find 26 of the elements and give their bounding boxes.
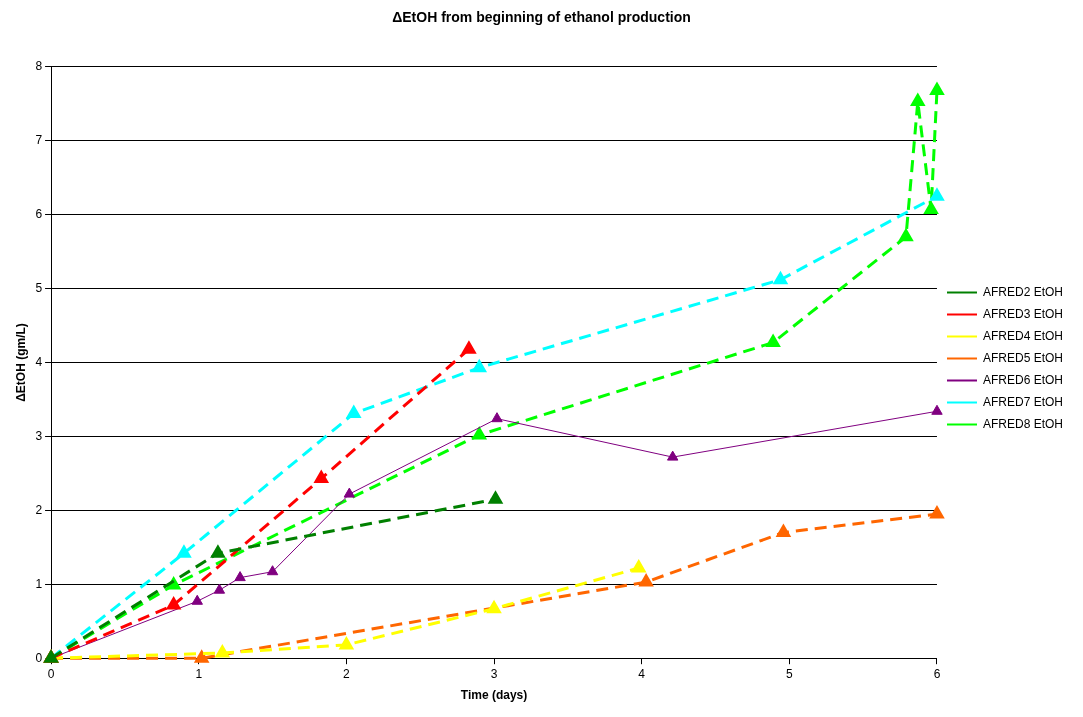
y-tick-label: 5 bbox=[35, 280, 43, 295]
legend-label: AFRED2 EtOH bbox=[982, 284, 1063, 299]
legend-label: AFRED7 EtOH bbox=[982, 394, 1063, 409]
legend-label: AFRED3 EtOH bbox=[982, 306, 1063, 321]
y-axis-title: ΔEtOH (gm/L) bbox=[13, 323, 28, 402]
y-tick-label: 1 bbox=[35, 576, 43, 591]
y-tick-label: 2 bbox=[35, 502, 43, 517]
y-tick-label: 0 bbox=[35, 650, 43, 665]
x-tick-label: 3 bbox=[490, 666, 498, 681]
legend-label: AFRED4 EtOH bbox=[982, 328, 1063, 343]
x-tick-label: 4 bbox=[638, 666, 646, 681]
legend-label: AFRED6 EtOH bbox=[982, 372, 1063, 387]
y-tick-label: 8 bbox=[35, 59, 43, 74]
y-tick-label: 4 bbox=[35, 354, 43, 369]
x-tick-label: 2 bbox=[343, 666, 351, 681]
x-tick-label: 1 bbox=[195, 666, 203, 681]
x-tick-label: 0 bbox=[47, 666, 55, 681]
y-tick-label: 7 bbox=[35, 133, 43, 148]
legend-label: AFRED8 EtOH bbox=[982, 416, 1063, 431]
x-tick-label: 5 bbox=[785, 666, 793, 681]
y-tick-label: 6 bbox=[35, 206, 43, 221]
x-axis-title: Time (days) bbox=[460, 688, 528, 703]
legend-label: AFRED5 EtOH bbox=[982, 350, 1063, 365]
chart-title: ΔEtOH from beginning of ethanol production bbox=[392, 9, 691, 26]
y-tick-label: 3 bbox=[35, 428, 43, 443]
x-tick-label: 6 bbox=[933, 666, 941, 681]
